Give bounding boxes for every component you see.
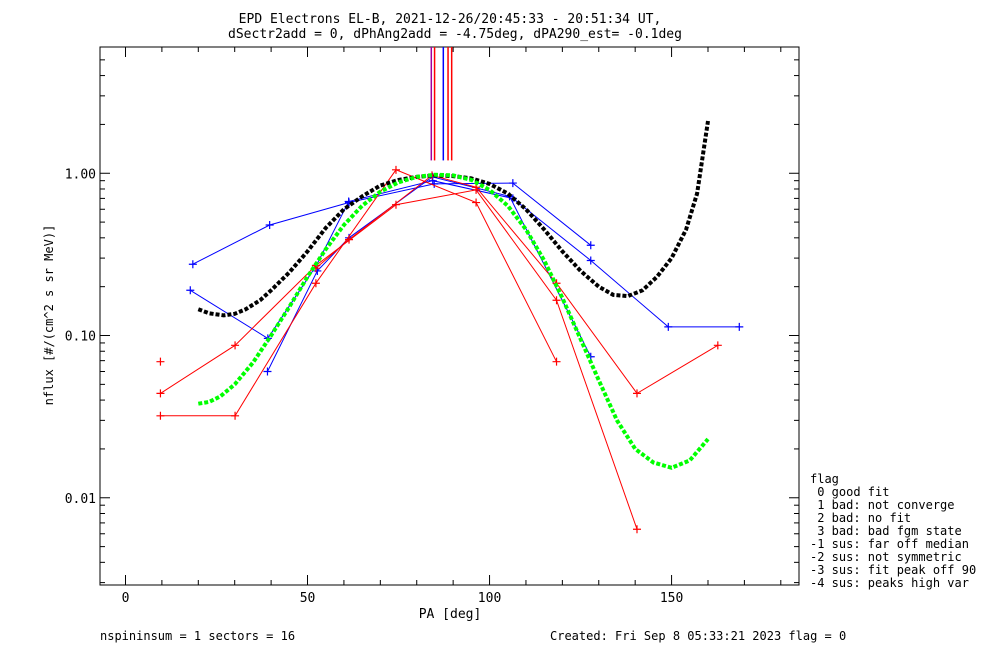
data-point bbox=[552, 357, 561, 366]
data-point bbox=[345, 235, 354, 244]
data-point bbox=[713, 341, 722, 350]
data-point bbox=[632, 525, 641, 534]
data-point bbox=[735, 322, 744, 331]
data-point bbox=[472, 198, 481, 207]
data-point bbox=[231, 411, 240, 420]
legend-entry: 2 bad: no fit bbox=[810, 511, 911, 525]
data-point bbox=[552, 296, 561, 305]
y-tick-label: 0.01 bbox=[65, 492, 96, 507]
y-tick-label: 0.10 bbox=[65, 330, 96, 345]
data-point bbox=[632, 389, 641, 398]
data-point bbox=[188, 260, 197, 269]
legend-entry: -1 sus: far off median bbox=[810, 537, 969, 551]
series-line bbox=[192, 182, 592, 265]
footer-left: nspininsum = 1 sectors = 16 bbox=[100, 629, 295, 643]
data-point bbox=[156, 411, 165, 420]
y-tick-label: 1.00 bbox=[65, 167, 96, 182]
legend-entry: 1 bad: not converge bbox=[810, 498, 955, 512]
data-point bbox=[586, 241, 595, 250]
data-series bbox=[156, 165, 744, 534]
fit-curve bbox=[197, 120, 710, 318]
data-point bbox=[186, 286, 195, 295]
legend-entry: -2 sus: not symmetric bbox=[810, 550, 962, 564]
data-point bbox=[263, 367, 272, 376]
data-point bbox=[311, 279, 320, 288]
vertical-markers bbox=[430, 47, 453, 161]
legend-entry: 0 good fit bbox=[810, 485, 889, 499]
series-line bbox=[315, 174, 719, 395]
series-line bbox=[190, 180, 740, 340]
chart-title-line1: EPD Electrons EL-B, 2021-12-26/20:45:33 … bbox=[239, 12, 662, 27]
x-tick-label: 100 bbox=[478, 591, 501, 606]
data-point bbox=[231, 341, 240, 350]
x-tick-label: 150 bbox=[660, 591, 683, 606]
legend-title: flag bbox=[810, 472, 839, 486]
x-tick-label: 50 bbox=[300, 591, 316, 606]
series-line bbox=[160, 169, 557, 417]
data-point bbox=[391, 165, 400, 174]
footer-right: Created: Fri Sep 8 05:33:21 2023 flag = … bbox=[550, 629, 846, 643]
data-point bbox=[265, 220, 274, 229]
data-point bbox=[156, 357, 165, 366]
y-axis-label: nflux [#/(cm^2 s sr MeV)] bbox=[42, 225, 56, 406]
legend-entry: -4 sus: peaks high var bbox=[810, 576, 969, 590]
fit-curves bbox=[197, 120, 710, 470]
axis-ticks: 0 50 100 150 0.01 0.10 1.00 bbox=[65, 46, 799, 606]
plot-frame bbox=[99, 46, 800, 586]
x-tick-label: 0 bbox=[122, 591, 130, 606]
data-point bbox=[508, 179, 517, 188]
fit-curve bbox=[197, 172, 710, 470]
x-axis-label: PA [deg] bbox=[419, 607, 482, 622]
flag-legend: flag 0 good fit 1 bad: not converge 2 ba… bbox=[810, 472, 976, 590]
legend-entry: 3 bad: bad fgm state bbox=[810, 524, 962, 538]
data-point bbox=[156, 389, 165, 398]
data-point bbox=[664, 322, 673, 331]
data-point bbox=[586, 256, 595, 265]
legend-entry: -3 sus: fit peak off 90 bbox=[810, 563, 976, 577]
chart-title-line2: dSectr2add = 0, dPhAng2add = -4.75deg, d… bbox=[228, 27, 682, 42]
